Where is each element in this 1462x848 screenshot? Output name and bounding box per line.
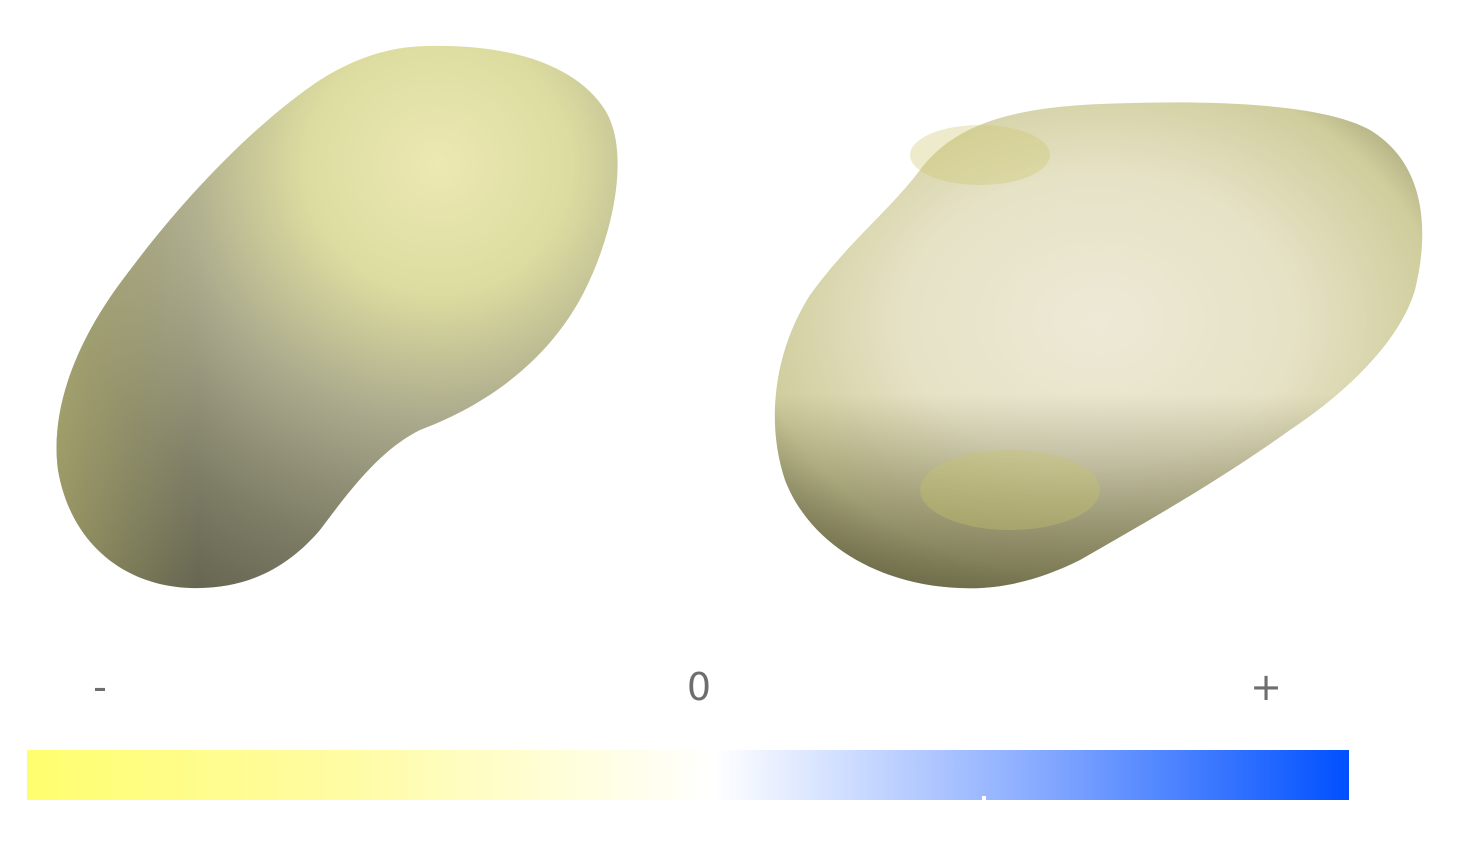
color-scale-bar bbox=[27, 750, 1349, 800]
scale-min-label: - bbox=[93, 665, 107, 709]
shape-renderings bbox=[56, 45, 1423, 589]
scale-mid-label: 0 bbox=[686, 665, 712, 709]
colorbar-tick-mark bbox=[982, 796, 986, 800]
left-shape bbox=[56, 45, 618, 589]
right-shape bbox=[774, 102, 1423, 589]
scale-max-label: + bbox=[1250, 665, 1282, 709]
